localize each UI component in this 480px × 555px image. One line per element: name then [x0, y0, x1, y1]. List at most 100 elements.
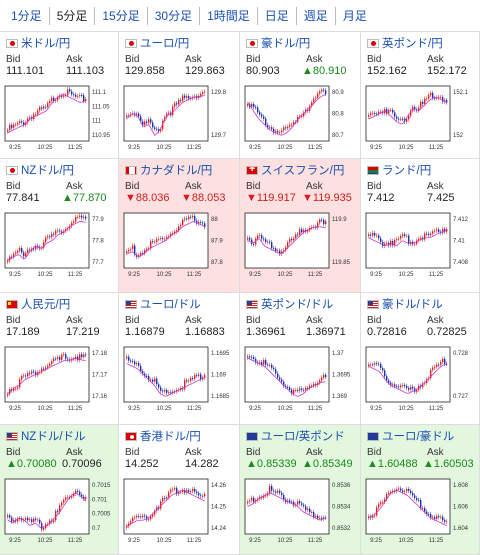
currency-card[interactable]: ユーロ/豪ドル Bid Ask ▲1.60488 ▲1.60503 1.608 1.606 1…	[361, 425, 480, 555]
candle-body	[380, 111, 382, 113]
mini-chart[interactable]: 129.8 129.7 9:25 10:25 11:25	[122, 84, 235, 152]
ask-price: 7.425	[427, 192, 455, 204]
currency-pair-link[interactable]: ユーロ/豪ドル	[367, 429, 454, 443]
mini-chart[interactable]: 0.8536 0.8534 0.8532 9:25 10:25 11:25	[243, 477, 356, 545]
moving-average-line	[247, 226, 326, 255]
mini-chart[interactable]: 80.9 80.8 80.7 9:25 10:25 11:25	[243, 84, 356, 152]
currency-pair-title: 人民元/円	[21, 299, 71, 311]
currency-card[interactable]: ランド/円 Bid Ask 7.412 7.425 7.412 7.41 7.408 9:25 1…	[361, 159, 480, 293]
currency-card[interactable]: ユーロ/円 Bid Ask 129.858 129.863 129.8 129.7 9:25 1…	[119, 32, 240, 159]
currency-card[interactable]: NZドル/ドル Bid Ask ▲0.70080 0.70096 0.7015 0.701 0…	[0, 425, 119, 555]
candle-body	[172, 489, 174, 491]
mini-chart[interactable]: 14.26 14.25 14.24 9:25 10:25 11:25	[122, 477, 235, 545]
currency-pair-link[interactable]: NZドル/ドル	[6, 429, 86, 443]
currency-card[interactable]: カナダドル/円 Bid Ask ▼88.036 ▼88.053 88 87.9 87.8 9:2…	[119, 159, 240, 293]
currency-pair-link[interactable]: ユーロ/ドル	[125, 297, 201, 311]
candle-body	[271, 127, 273, 129]
flag-icon	[367, 299, 379, 309]
mini-chart[interactable]: 77.9 77.8 77.7 9:25 10:25 11:25	[3, 211, 116, 279]
tab-1hour[interactable]: 1時間足	[199, 6, 257, 25]
candle-body	[162, 238, 164, 240]
candle-body	[186, 380, 188, 382]
candle-body	[297, 390, 299, 391]
candle-body	[63, 95, 65, 97]
currency-card[interactable]: NZドル/円 Bid Ask 77.841 ▲77.870 77.9 77.8 77.7 9:2…	[0, 159, 119, 293]
mini-chart[interactable]: 1.1695 1.169 1.1685 9:25 10:25 11:25	[122, 345, 235, 413]
candle-body	[271, 486, 273, 491]
y-tick-label: 14.25	[211, 505, 227, 511]
mini-chart[interactable]: 7.412 7.41 7.408 9:25 10:25 11:25	[364, 211, 477, 279]
candlestick-chart: 77.9 77.8 77.7 9:25 10:25 11:25	[4, 212, 104, 278]
mini-chart[interactable]: 0.728 0.727 9:25 10:25 11:25	[364, 345, 477, 413]
currency-pair-link[interactable]: 豪ドル/ドル	[367, 297, 443, 311]
ask-value: ▲80.910	[302, 65, 358, 77]
currency-card[interactable]: 人民元/円 Bid Ask 17.189 17.219 17.18 17.17 17.16 9:…	[0, 293, 119, 425]
currency-pair-link[interactable]: 英ポンド/ドル	[246, 297, 333, 311]
x-tick-label: 9:25	[9, 538, 21, 544]
candle-body	[251, 497, 253, 501]
currency-card[interactable]: 豪ドル/円 Bid Ask 80.903 ▲80.910 80.9 80.8 80.7 9:25…	[240, 32, 361, 159]
y-tick-label: 0.7015	[92, 483, 111, 489]
candle-body	[57, 97, 59, 101]
currency-card[interactable]: 香港ドル/円 Bid Ask 14.252 14.282 14.26 14.25 14.24 9…	[119, 425, 240, 555]
tab-5min[interactable]: 5分足	[48, 6, 95, 25]
candle-body	[182, 95, 184, 101]
currency-pair-link[interactable]: 人民元/円	[6, 297, 70, 311]
currency-pair-link[interactable]: スイスフラン/円	[246, 163, 344, 177]
currency-pair-link[interactable]: ランド/円	[367, 163, 431, 177]
currency-card[interactable]: ユーロ/英ポンド Bid Ask ▲0.85339 ▲0.85349 0.8536 0.85…	[240, 425, 361, 555]
currency-pair-link[interactable]: カナダドル/円	[125, 163, 212, 177]
currency-card[interactable]: 英ポンド/ドル Bid Ask 1.36961 1.36971 1.37 1.3695 1.3…	[240, 293, 361, 425]
candle-body	[190, 491, 192, 493]
moving-average-line	[126, 489, 205, 527]
mini-chart[interactable]: 152.1 152 9:25 10:25 11:25	[364, 84, 477, 152]
candle-body	[325, 90, 327, 94]
tab-weekly[interactable]: 週足	[295, 6, 335, 25]
tab-15min[interactable]: 15分足	[94, 6, 146, 25]
currency-pair-link[interactable]: ユーロ/円	[125, 36, 189, 50]
candle-body	[255, 107, 257, 108]
candle-body	[265, 495, 267, 497]
currency-card[interactable]: スイスフラン/円BidAsk▼119.917▼119.935119.9119.8…	[240, 159, 361, 293]
currency-card[interactable]: ユーロ/ドル Bid Ask 1.16879 1.16883 1.1695 1.169 1.1…	[119, 293, 240, 425]
candlestick-chart: 0.8536 0.8534 0.8532 9:25 10:25 11:25	[244, 478, 351, 544]
currency-card[interactable]: 英ポンド/円 Bid Ask 152.162 152.172 152.1 152 9:25 10…	[361, 32, 480, 159]
currency-pair-link[interactable]: NZドル/円	[6, 163, 74, 177]
currency-card[interactable]: 米ドル/円 Bid Ask 111.101 111.103 111.1 111.05 111 1…	[0, 32, 119, 159]
tab-30min[interactable]: 30分足	[146, 6, 199, 25]
x-tick-label: 11:25	[429, 145, 444, 151]
x-tick-label: 10:25	[37, 406, 53, 412]
tab-daily[interactable]: 日足	[256, 6, 296, 25]
candle-body	[247, 501, 249, 504]
currency-card[interactable]: 豪ドル/ドル Bid Ask 0.72816 0.72825 0.728 0.727 9:25…	[361, 293, 480, 425]
currency-pair-link[interactable]: 米ドル/円	[6, 36, 70, 50]
currency-grid: 米ドル/円 Bid Ask 111.101 111.103 111.1 111.05 111 1…	[0, 31, 480, 555]
candle-body	[422, 508, 424, 509]
mini-chart[interactable]: 111.1 111.05 111 110.95 9:25 10:25 11:25	[3, 84, 116, 152]
currency-pair-link[interactable]: 英ポンド/円	[367, 36, 443, 50]
mini-chart[interactable]: 88 87.9 87.8 9:25 10:25 11:25	[122, 211, 235, 279]
candle-body	[287, 242, 289, 248]
candle-body	[144, 515, 146, 517]
ask-price: 0.85349	[312, 458, 353, 470]
mini-chart[interactable]: 1.37 1.3695 1.369 9:25 10:25 11:25	[243, 345, 356, 413]
candle-body	[406, 119, 408, 122]
mini-chart[interactable]: 17.18 17.17 17.16 9:25 10:25 11:25	[3, 345, 116, 413]
mini-chart[interactable]: 119.9 119.85 9:25 10:25 11:25	[243, 211, 356, 279]
candle-body	[420, 101, 422, 108]
candle-body	[77, 96, 79, 97]
candle-body	[188, 380, 190, 382]
mini-chart[interactable]: 0.7015 0.701 0.7005 0.7 9:25 10:25 11:25	[3, 477, 116, 545]
quote-labels: Bid Ask	[6, 54, 118, 65]
tab-monthly[interactable]: 月足	[334, 6, 374, 25]
candle-body	[27, 118, 29, 123]
tab-1min[interactable]: 1分足	[11, 8, 42, 23]
candle-body	[309, 508, 311, 513]
plot-area	[4, 212, 90, 269]
quote-values: 129.858 129.863	[125, 65, 239, 77]
candle-body	[251, 357, 253, 359]
currency-pair-link[interactable]: 香港ドル/円	[125, 429, 201, 443]
mini-chart[interactable]: 1.608 1.606 1.604 9:25 10:25 11:25	[364, 477, 477, 545]
currency-pair-link[interactable]: 豪ドル/円	[246, 36, 310, 50]
currency-pair-link[interactable]: ユーロ/英ポンド	[246, 429, 345, 443]
